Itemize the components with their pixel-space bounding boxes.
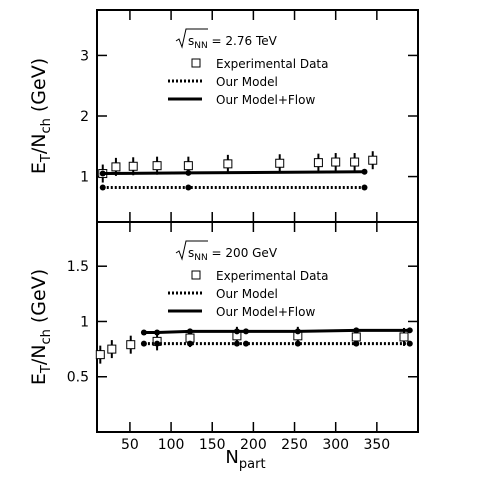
legend-symbol [191, 270, 201, 280]
text-part: /N [28, 345, 50, 366]
legend-label: Our Model [216, 75, 278, 89]
model-point [233, 340, 240, 347]
model-point [353, 340, 360, 347]
legend-label: Our Model+Flow [216, 93, 315, 107]
x-tick-label: 350 [363, 437, 390, 453]
model-point [187, 328, 194, 335]
y-tick-label: 2 [80, 109, 89, 125]
data-point [111, 162, 121, 172]
model-point [99, 170, 106, 177]
text-part: part [239, 457, 266, 472]
text-part: ch [39, 329, 54, 344]
legend-label: Experimental Data [216, 57, 329, 71]
legend-symbol [191, 58, 201, 68]
model-point [294, 340, 301, 347]
model-point [99, 184, 106, 191]
energy-label: sNN = 200 GeV [188, 246, 278, 263]
x-tick-label: 100 [158, 437, 185, 453]
data-point [126, 340, 136, 350]
model-point [185, 169, 192, 176]
text-part: NN [194, 41, 207, 51]
model-line [143, 328, 410, 335]
text-part: = 200 GeV [208, 246, 278, 260]
model-point [406, 327, 413, 334]
data-point [399, 332, 409, 342]
y-tick-label: 1 [80, 314, 89, 330]
model-point [361, 184, 368, 191]
data-point [351, 332, 361, 342]
y-tick-label: 1.5 [67, 259, 89, 275]
model-point [242, 340, 249, 347]
text-part: s [188, 246, 194, 260]
x-axis-label: Npart [225, 447, 265, 472]
energy-label: sNN = 2.76 TeV [188, 34, 278, 51]
x-tick-label: 300 [322, 437, 349, 453]
model-point [361, 168, 368, 175]
text-part: E [28, 162, 50, 174]
data-point [183, 161, 193, 171]
data-point [152, 161, 162, 171]
model-point [140, 340, 147, 347]
model-point [140, 329, 147, 336]
x-tick-label: 150 [199, 437, 226, 453]
data-point [95, 350, 105, 360]
model-point [185, 184, 192, 191]
data-point [223, 159, 233, 169]
data-point [331, 157, 341, 167]
model-point [233, 328, 240, 335]
text-part: (GeV) [28, 58, 50, 118]
text-part: E [28, 373, 50, 385]
data-point [350, 157, 360, 167]
data-point [368, 155, 378, 165]
text-part: s [188, 34, 194, 48]
text-part: ch [39, 118, 54, 133]
legend-label: Our Model [216, 287, 278, 301]
radical-sign [175, 28, 208, 49]
data-point [107, 344, 117, 354]
text-part: /N [28, 134, 50, 155]
text-part: N [225, 447, 238, 468]
data-point [313, 158, 323, 168]
y-tick-label: 1 [80, 170, 89, 186]
x-tick-label: 200 [240, 437, 267, 453]
y-axis-label: ET/Nch (GeV) [28, 269, 54, 385]
model-point [154, 329, 161, 336]
text-part: (GeV) [28, 269, 50, 329]
text-part: = 2.76 TeV [208, 34, 278, 48]
model-point [353, 327, 360, 334]
data-point [275, 158, 285, 168]
x-tick-label: 50 [121, 437, 139, 453]
data-point [128, 161, 138, 171]
text-part: NN [194, 253, 207, 263]
model-point [187, 340, 194, 347]
y-tick-label: 3 [80, 48, 89, 64]
model-point [406, 340, 413, 347]
legend-label: Experimental Data [216, 269, 329, 283]
text-part: T [39, 365, 54, 374]
text-part: T [39, 154, 54, 163]
model-point [294, 328, 301, 335]
y-axis-label: ET/Nch (GeV) [28, 58, 54, 174]
model-point [154, 340, 161, 347]
legend-label: Our Model+Flow [216, 305, 315, 319]
model-point [242, 328, 249, 335]
y-tick-label: 0.5 [67, 370, 89, 386]
panel-frame [96, 221, 419, 433]
radical-sign [175, 240, 208, 261]
model-line [102, 170, 365, 176]
x-tick-label: 250 [281, 437, 308, 453]
